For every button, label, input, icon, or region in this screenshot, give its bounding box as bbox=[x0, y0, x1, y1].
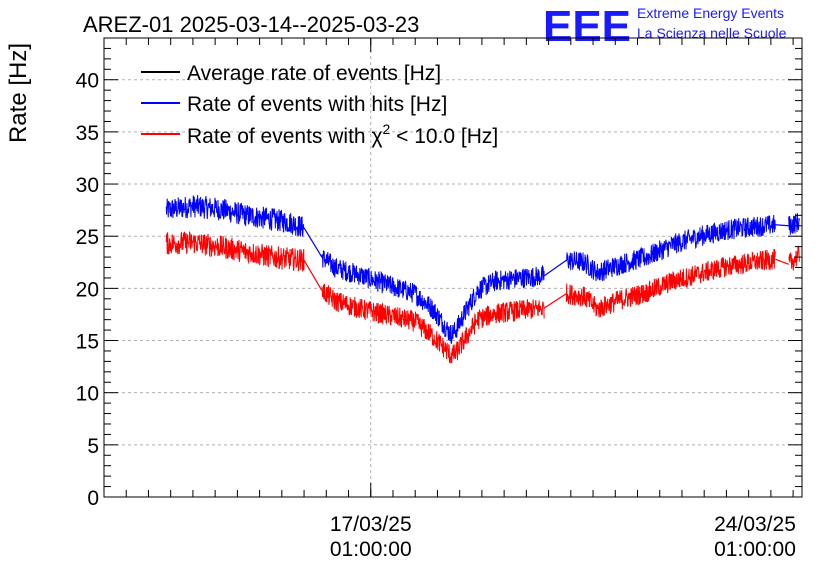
series-hits-segment bbox=[788, 213, 800, 235]
series-layer bbox=[165, 195, 800, 364]
legend-item-average: Average rate of events [Hz] bbox=[141, 62, 441, 85]
series-hits-segment bbox=[165, 195, 305, 237]
legend-label-chi2-prefix: Rate of events with bbox=[187, 125, 371, 148]
legend-item-hits: Rate of events with hits [Hz] bbox=[141, 93, 447, 116]
series-hits-gap-link bbox=[303, 227, 323, 258]
y-tick-label: 10 bbox=[76, 383, 99, 406]
x-tick-label-date: 17/03/25 bbox=[330, 513, 412, 536]
eee-logo-line2: La Scienza nelle Scuole bbox=[637, 25, 787, 41]
x-tick-label-date: 24/03/25 bbox=[714, 513, 796, 536]
series-hits-segment bbox=[565, 215, 776, 282]
y-tick-label: 15 bbox=[76, 331, 99, 354]
series-hits bbox=[165, 195, 800, 344]
series-chi2-gap-link bbox=[775, 258, 789, 265]
x-tick-label-time: 01:00:00 bbox=[330, 538, 412, 561]
legend-item-chi2: Rate of events with χ2 < 10.0 [Hz] bbox=[141, 121, 498, 148]
legend-label-chi2-suffix: < 10.0 [Hz] bbox=[390, 125, 498, 148]
series-chi2-gap-link bbox=[303, 259, 323, 291]
legend-label-average: Average rate of events [Hz] bbox=[187, 62, 441, 85]
y-tick-label: 25 bbox=[76, 226, 99, 249]
eee-logo: EEE Extreme Energy Events La Scienza nel… bbox=[543, 2, 787, 51]
series-chi2-segment bbox=[788, 245, 800, 271]
series-hits-segment bbox=[321, 250, 545, 344]
series-chi2-segment bbox=[165, 230, 305, 272]
x-tick-label-time: 01:00:00 bbox=[714, 538, 796, 561]
y-axis-label: Rate [Hz] bbox=[5, 43, 32, 143]
eee-logo-line1: Extreme Energy Events bbox=[637, 5, 784, 21]
series-hits-gap-link bbox=[775, 224, 789, 227]
legend: Average rate of events [Hz] Rate of even… bbox=[141, 62, 498, 148]
y-tick-label: 5 bbox=[87, 435, 99, 458]
y-tick-label: 20 bbox=[76, 278, 99, 301]
legend-label-chi2-symbol: χ bbox=[371, 125, 382, 148]
eee-logo-mark: EEE bbox=[543, 2, 631, 51]
series-chi2-gap-link bbox=[543, 293, 567, 309]
axes: 051015202530354017/03/2501:00:0024/03/25… bbox=[76, 37, 802, 561]
legend-label-chi2: Rate of events with χ2 < 10.0 [Hz] bbox=[187, 121, 498, 148]
y-tick-label: 40 bbox=[76, 70, 99, 93]
chart-title: AREZ-01 2025-03-14--2025-03-23 bbox=[83, 12, 419, 37]
y-tick-label: 35 bbox=[76, 122, 99, 145]
series-chi2 bbox=[165, 230, 800, 364]
y-tick-label: 30 bbox=[76, 174, 99, 197]
y-tick-label: 0 bbox=[87, 487, 99, 510]
series-chi2-segment bbox=[321, 283, 545, 364]
series-hits-gap-link bbox=[543, 259, 567, 277]
series-chi2-segment bbox=[565, 248, 776, 318]
legend-label-hits: Rate of events with hits [Hz] bbox=[187, 93, 447, 116]
legend-label-chi2-sup: 2 bbox=[382, 121, 390, 137]
